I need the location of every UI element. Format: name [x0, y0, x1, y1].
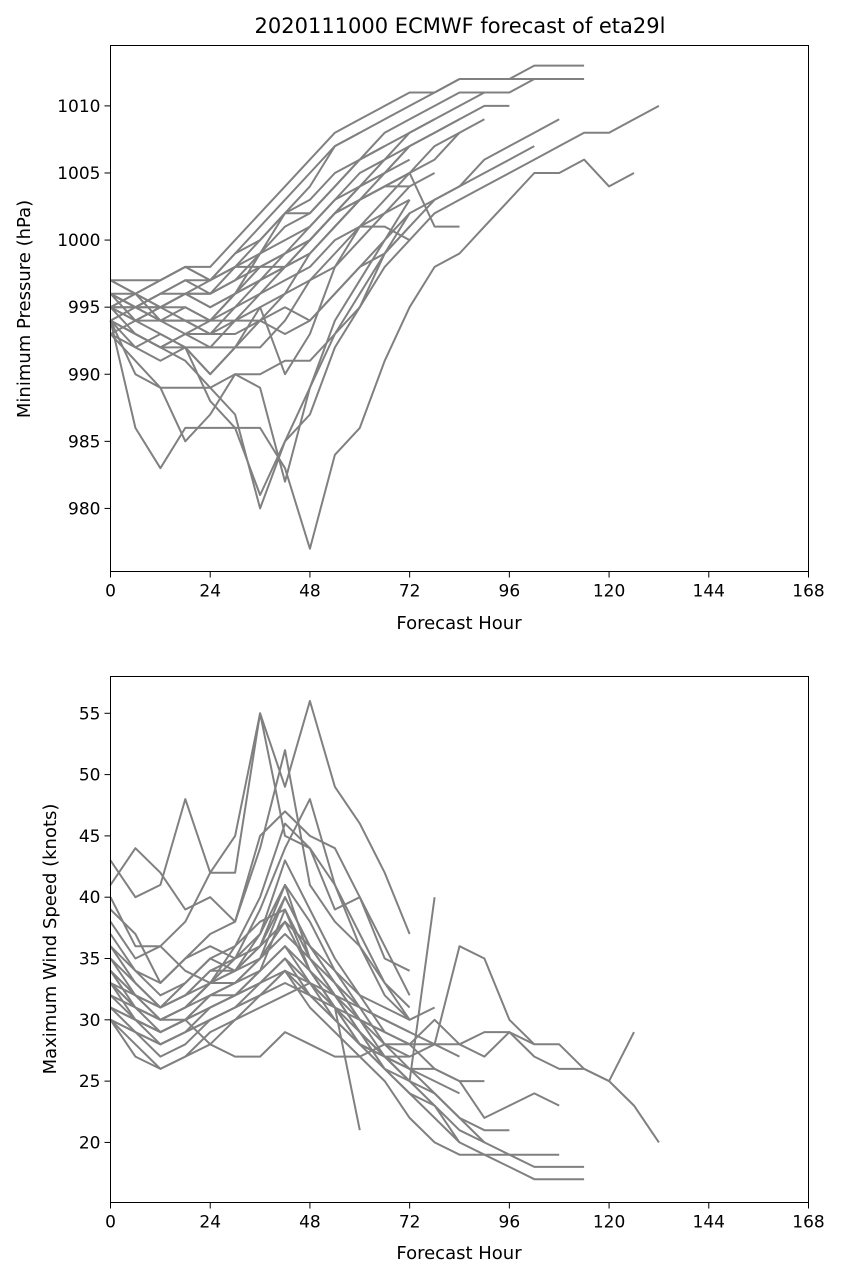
wind-series-line: [109, 822, 411, 1021]
wind-x-tick-label: 24: [199, 1213, 221, 1233]
wind-chart: 0 24 48 72 96 120 144 168 20 25 30 35 40 45 50 55 Fore…: [40, 676, 825, 1264]
pressure-x-axis-label: Forecast Hour: [396, 613, 522, 634]
wind-y-tick-label: 55: [79, 704, 101, 724]
pressure-y-ticks: 980 985 990 995 1000 1005 1010: [57, 97, 111, 519]
wind-x-tick-label: 0: [105, 1213, 116, 1233]
wind-series-line: [109, 897, 436, 1083]
wind-y-tick-label: 50: [79, 766, 101, 786]
pressure-plot-frame: [110, 45, 809, 572]
wind-y-ticks: 20 25 30 35 40 45 50 55: [79, 704, 111, 1153]
pressure-series-line: [110, 172, 436, 309]
wind-x-axis-label: Forecast Hour: [396, 1243, 522, 1264]
wind-x-tick-label: 48: [299, 1213, 321, 1233]
wind-x-ticks: 0 24 48 72 96 120 144 168: [105, 1202, 825, 1233]
pressure-series-line: [109, 105, 660, 389]
pressure-x-tick-label: 72: [399, 582, 421, 602]
wind-x-tick-label: 72: [399, 1213, 421, 1233]
pressure-x-tick-label: 144: [693, 582, 725, 602]
pressure-series-line: [110, 225, 411, 322]
wind-plot-frame: [110, 676, 809, 1203]
wind-y-tick-label: 45: [79, 827, 101, 847]
pressure-y-tick-label: 1010: [57, 97, 100, 117]
wind-x-tick-label: 96: [499, 1213, 521, 1233]
wind-series-group: [109, 700, 660, 1181]
wind-series-line: [109, 859, 386, 1033]
wind-x-tick-label: 144: [693, 1213, 725, 1233]
wind-series-line: [109, 810, 411, 996]
pressure-y-tick-label: 995: [68, 298, 100, 318]
pressure-x-tick-label: 168: [792, 582, 824, 602]
pressure-x-tick-label: 24: [199, 582, 221, 602]
wind-series-line: [110, 945, 460, 1058]
pressure-x-ticks: 0 24 48 72 96 120 144 168: [105, 571, 825, 602]
pressure-series-line: [109, 225, 411, 496]
pressure-series-line: [110, 145, 386, 295]
pressure-series-line: [109, 212, 411, 483]
wind-y-tick-label: 35: [79, 950, 101, 970]
wind-series-line: [109, 969, 585, 1181]
pressure-y-tick-label: 1000: [57, 231, 100, 251]
pressure-series-line: [110, 118, 560, 349]
wind-series-line: [109, 798, 436, 1021]
pressure-series-line: [110, 145, 535, 335]
pressure-chart: 0 24 48 72 96 120 144 168 980 985 990 995 1000 1005 1…: [14, 45, 825, 634]
pressure-y-tick-label: 985: [68, 432, 100, 452]
wind-series-line: [109, 883, 411, 1058]
wind-y-tick-label: 20: [79, 1133, 101, 1153]
pressure-y-tick-label: 990: [68, 365, 100, 385]
wind-y-axis-label: Maximum Wind Speed (knots): [40, 804, 61, 1075]
pressure-x-tick-label: 48: [299, 582, 321, 602]
wind-y-tick-label: 40: [79, 888, 101, 908]
wind-x-tick-label: 120: [593, 1213, 625, 1233]
pressure-x-tick-label: 0: [105, 582, 116, 602]
pressure-series-line: [109, 199, 411, 510]
pressure-series-line: [109, 158, 635, 550]
pressure-y-tick-label: 1005: [57, 164, 100, 184]
wind-x-tick-label: 168: [792, 1213, 824, 1233]
wind-y-tick-label: 25: [79, 1072, 101, 1092]
pressure-y-tick-label: 980: [68, 499, 100, 519]
pressure-x-tick-label: 96: [499, 582, 521, 602]
pressure-y-axis-label: Minimum Pressure (hPa): [14, 200, 35, 418]
pressure-series-group: [109, 64, 660, 550]
chart-title: 2020111000 ECMWF forecast of eta29l: [255, 14, 666, 38]
pressure-x-tick-label: 120: [593, 582, 625, 602]
wind-y-tick-label: 30: [79, 1011, 101, 1031]
